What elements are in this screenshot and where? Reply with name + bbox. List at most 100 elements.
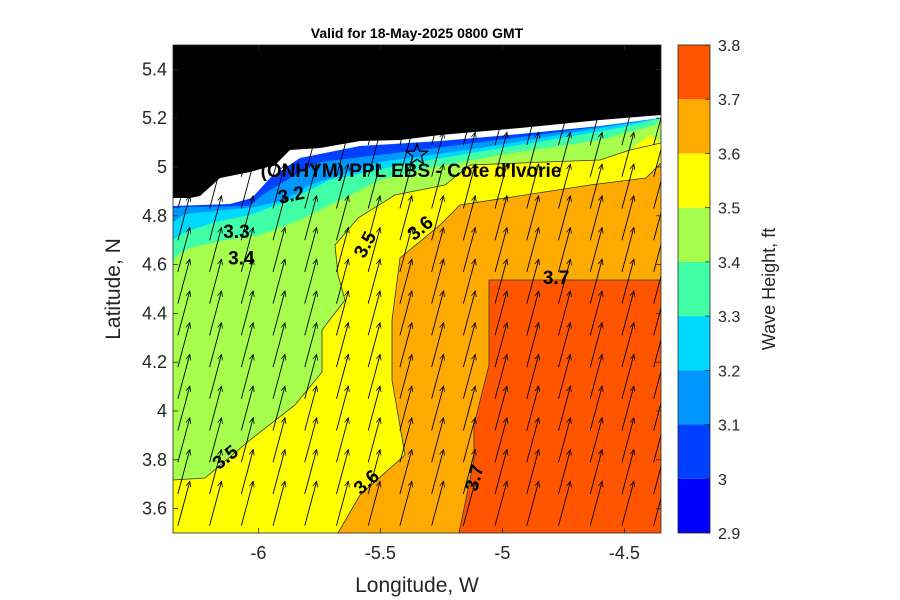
wave-arrow	[367, 196, 380, 241]
wave-arrow	[272, 101, 285, 146]
wave-arrow	[526, 386, 539, 431]
wave-arrow	[621, 132, 634, 177]
wave-arrow	[240, 450, 253, 495]
wave-arrow	[304, 291, 317, 336]
wave-arrow	[336, 450, 348, 495]
wave-arrow	[209, 386, 222, 431]
wave-arrow	[589, 354, 602, 399]
wave-arrow	[431, 291, 444, 336]
x-tick-label: -5.5	[365, 543, 396, 563]
colorbar-tick-label: 3.3	[718, 309, 740, 326]
y-tick-label: 5.4	[142, 59, 167, 79]
wave-arrow	[494, 323, 507, 368]
land	[173, 45, 661, 198]
wave-arrow	[526, 132, 539, 177]
wave-arrow	[304, 323, 317, 368]
wave-arrow	[336, 196, 348, 241]
wave-arrow	[431, 386, 444, 431]
y-axis-ticks: 3.6 3.8 4 4.2 4.4 4.6 4.8 5 5.2 5.4	[142, 59, 661, 519]
wave-arrow	[240, 227, 253, 273]
plot-frame	[172, 44, 662, 534]
wave-arrow	[526, 196, 539, 241]
wave-arrow	[653, 179, 661, 209]
wave-arrow	[209, 354, 222, 399]
wave-arrow	[526, 259, 539, 304]
plot-area: 3.23.33.4 3.5 3.63.73.53.6 3.7 (ONHYM) PPL …	[173, 45, 661, 533]
wave-arrow	[304, 227, 317, 273]
wave-arrow	[621, 227, 634, 273]
wave-arrow	[589, 101, 602, 146]
wave-arrow	[621, 354, 634, 399]
colorbar-tick-label: 3.8	[718, 38, 740, 55]
wave-arrow	[526, 164, 539, 209]
wave-arrow	[621, 450, 634, 495]
colorbar-swatch	[678, 424, 710, 479]
wave-arrow	[177, 164, 190, 209]
colorbar-swatch	[678, 316, 710, 371]
wave-arrow	[399, 323, 412, 368]
wave-arrow	[558, 227, 571, 273]
wave-arrow	[526, 481, 539, 526]
chart-title: Valid for 18-May-2025 0800 GMT	[311, 25, 524, 41]
y-tick-label: 4	[157, 401, 167, 421]
wave-arrow	[272, 196, 285, 241]
wave-arrow	[240, 481, 253, 526]
wave-arrow	[272, 259, 285, 304]
colorbar-tick-label: 3.7	[718, 92, 740, 109]
wave-arrow	[431, 227, 444, 273]
x-axis-label: Longitude, W	[355, 574, 479, 597]
colorbar-tick-label: 3.2	[718, 363, 740, 380]
wave-arrow	[462, 196, 475, 241]
wave-arrow	[399, 481, 412, 526]
wave-arrow	[367, 259, 380, 304]
y-tick-label: 5.2	[142, 108, 167, 128]
wave-arrow	[558, 386, 571, 431]
wave-arrow	[177, 196, 190, 241]
wave-arrow	[431, 481, 444, 526]
colorbar: 2.9 3 3.1 3.2 3.3 3.4 3.5 3.6 3.7 3.8	[677, 38, 740, 543]
wave-arrow	[399, 196, 412, 241]
wave-arrow	[494, 132, 507, 177]
wave-arrow	[431, 101, 444, 146]
colorbar-label: Wave Height, ft	[759, 228, 779, 350]
wave-arrow	[240, 259, 253, 304]
wave-arrow	[177, 132, 190, 177]
wave-arrow	[367, 164, 380, 209]
wave-arrow	[558, 418, 571, 463]
wave-arrow	[589, 132, 602, 177]
colorbar-frame	[677, 44, 711, 534]
wave-arrow	[240, 323, 253, 368]
wave-arrow	[304, 450, 317, 495]
wave-arrow	[272, 227, 285, 273]
wave-arrow	[431, 323, 444, 368]
wave-arrow	[431, 450, 444, 495]
wave-arrow	[177, 323, 190, 368]
wave-arrow	[526, 227, 539, 273]
wave-arrow	[336, 132, 348, 177]
wave-arrow	[367, 450, 380, 495]
colorbar-swatch	[678, 207, 710, 262]
wave-arrow	[589, 481, 602, 526]
wave-arrow	[462, 418, 475, 463]
wave-arrow	[558, 259, 571, 304]
contour-label: 3.4	[228, 249, 255, 270]
x-tick-label: -5	[494, 543, 510, 563]
wave-arrow	[209, 291, 222, 336]
wave-arrow	[589, 386, 602, 431]
wave-arrow	[177, 450, 190, 495]
wave-arrow	[462, 259, 475, 304]
wave-arrow	[304, 132, 317, 177]
wave-arrow	[272, 132, 285, 177]
wave-arrow	[462, 386, 475, 431]
wave-arrow	[367, 386, 380, 431]
wave-arrow	[367, 481, 380, 526]
wave-arrow	[209, 323, 222, 368]
wave-arrow	[462, 481, 475, 526]
wave-arrow	[621, 291, 634, 336]
wave-arrow	[399, 450, 412, 495]
wave-arrow	[272, 164, 285, 209]
wave-arrow	[367, 418, 380, 463]
y-tick-label: 4.6	[142, 255, 167, 275]
wave-arrow	[177, 259, 190, 304]
